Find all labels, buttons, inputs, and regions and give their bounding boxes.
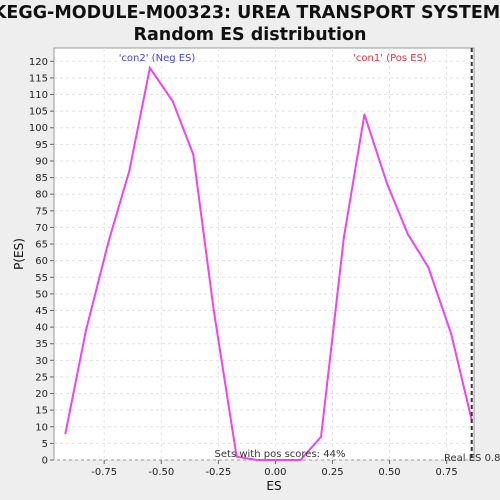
y-tick-label: 25 — [35, 372, 48, 383]
x-tick-label: 0.25 — [321, 467, 343, 478]
series-line — [64, 65, 473, 461]
x-tick-label: 0.00 — [264, 467, 286, 478]
y-tick-label: 5 — [42, 439, 48, 450]
data-point — [427, 266, 430, 269]
y-tick-label: 55 — [35, 273, 48, 284]
data-point — [386, 183, 389, 186]
y-axis-ticks: 0 5 10 15 20 25 30 35 40 45 50 55 60 65 70 75 80 85 90 95 10… — [29, 57, 54, 467]
real-es-label: Real ES 0.8 — [444, 453, 500, 464]
data-point — [192, 153, 195, 156]
y-tick-label: 65 — [35, 240, 48, 251]
x-axis-ticks: -0.75 -0.50 -0.25 0.00 0.25 0.50 0.75 — [91, 460, 458, 478]
data-point — [64, 432, 67, 435]
y-tick-label: 115 — [29, 73, 48, 84]
data-point — [235, 455, 238, 458]
data-point — [256, 459, 259, 461]
y-tick-label: 10 — [35, 422, 48, 433]
y-tick-label: 80 — [35, 190, 48, 201]
data-point — [276, 459, 279, 461]
y-tick-label: 120 — [29, 57, 48, 68]
neg-es-label: 'con2' (Neg ES) — [119, 53, 196, 64]
data-point — [299, 459, 302, 461]
y-tick-label: 0 — [42, 456, 48, 467]
y-tick-label: 95 — [35, 140, 48, 151]
data-point — [450, 332, 453, 335]
x-tick-label: -0.75 — [91, 467, 117, 478]
x-tick-label: 0.75 — [435, 467, 457, 478]
x-tick-label: 0.50 — [378, 467, 400, 478]
y-tick-label: 110 — [29, 90, 48, 101]
x-axis-label: ES — [266, 479, 281, 493]
data-point — [342, 236, 345, 239]
data-point — [171, 100, 174, 103]
data-point — [148, 66, 151, 69]
y-tick-label: 20 — [35, 389, 48, 400]
y-tick-label: 75 — [35, 206, 48, 217]
x-tick-label: -0.50 — [148, 467, 174, 478]
y-tick-label: 15 — [35, 406, 48, 417]
gridlines — [54, 48, 474, 461]
y-tick-label: 45 — [35, 306, 48, 317]
data-point — [84, 329, 87, 332]
y-tick-label: 40 — [35, 323, 48, 334]
plot-area — [53, 47, 475, 461]
data-point — [320, 435, 323, 438]
chart-title: KEGG-MODULE-M00323: UREA TRANSPORT SYSTE… — [0, 3, 500, 23]
y-tick-label: 85 — [35, 173, 48, 184]
pos-scores-label: Sets with pos scores: 44% — [215, 449, 346, 460]
data-point — [212, 309, 215, 312]
y-tick-label: 90 — [35, 156, 48, 167]
data-point — [128, 169, 131, 172]
y-tick-label: 105 — [29, 107, 48, 118]
y-tick-label: 70 — [35, 223, 48, 234]
y-tick-label: 60 — [35, 256, 48, 267]
y-tick-label: 100 — [29, 123, 48, 134]
chart-subtitle: Random ES distribution — [133, 25, 366, 45]
series-points — [64, 66, 473, 461]
pos-es-label: 'con1' (Pos ES) — [353, 53, 427, 64]
y-axis-label: P(ES) — [12, 238, 26, 270]
data-point — [406, 233, 409, 236]
y-tick-label: 30 — [35, 356, 48, 367]
y-tick-label: 50 — [35, 289, 48, 300]
data-point — [363, 113, 366, 116]
y-tick-label: 35 — [35, 339, 48, 350]
data-point — [107, 239, 110, 242]
x-tick-label: -0.25 — [205, 467, 231, 478]
